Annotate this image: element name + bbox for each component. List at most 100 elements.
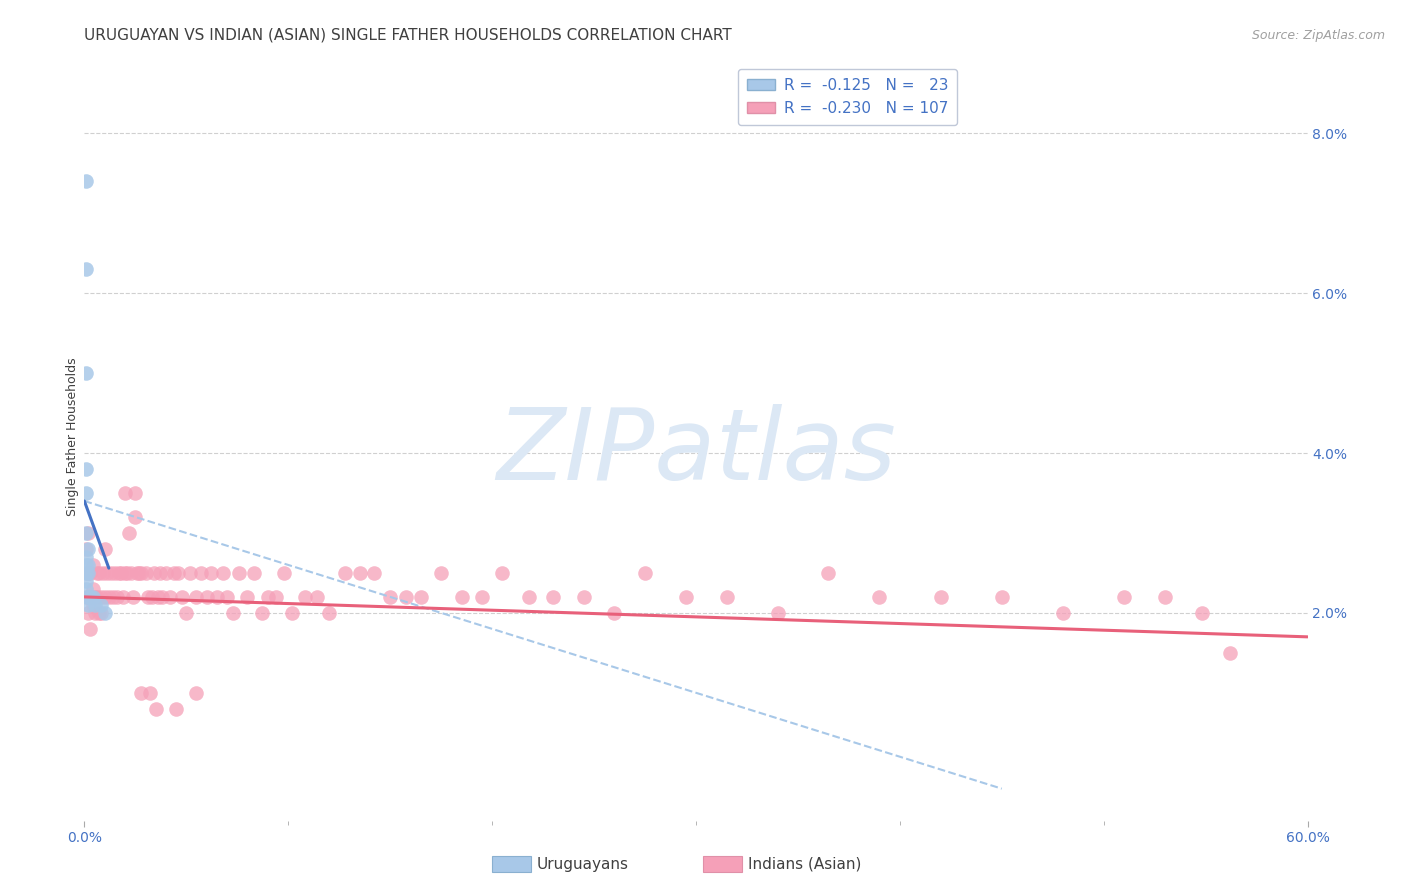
Point [83,598,105,612]
Point [141,590,163,604]
Point [869,590,891,604]
Point [363,566,385,580]
Point [273,566,295,580]
Point [82,582,104,596]
Point [86,590,108,604]
Point [77,590,100,604]
Point [101,590,124,604]
Point [75,549,97,564]
Point [335,566,357,580]
Point [305,590,328,604]
Point [146,590,169,604]
Point [195,590,218,604]
Point [87,566,110,580]
Point [817,566,839,580]
Point [75,366,97,380]
Point [131,686,153,700]
Point [179,566,201,580]
Text: Source: ZipAtlas.com: Source: ZipAtlas.com [1251,29,1385,42]
Point [97,590,120,604]
Point [159,590,181,604]
Point [142,566,165,580]
Point [114,486,136,500]
Point [991,590,1014,604]
Point [77,566,100,580]
Point [90,606,112,620]
Point [349,566,371,580]
Point [79,566,101,580]
Point [118,526,141,541]
Point [75,526,97,541]
Point [380,590,402,604]
Point [150,590,173,604]
Point [79,590,101,604]
Point [96,566,118,580]
Point [491,566,513,580]
Point [128,566,150,580]
Text: Uruguayans: Uruguayans [537,857,628,871]
Point [104,566,127,580]
Point [294,590,316,604]
Point [115,566,138,580]
Point [90,590,112,604]
Point [236,590,259,604]
Point [1052,606,1074,620]
Point [75,486,97,500]
Point [155,566,177,580]
Point [517,590,540,604]
Point [603,606,626,620]
Point [75,558,97,572]
Legend: R =  -0.125   N =   23, R =  -0.230   N = 107: R = -0.125 N = 23, R = -0.230 N = 107 [738,69,957,125]
Text: ZIPatlas: ZIPatlas [496,404,896,501]
Point [200,566,222,580]
Point [257,590,280,604]
Point [122,590,145,604]
Point [90,598,112,612]
Point [77,606,100,620]
Point [716,590,738,604]
Point [77,541,100,556]
Point [634,566,657,580]
Point [205,590,228,604]
Point [75,262,97,277]
Point [124,510,146,524]
Point [281,606,304,620]
Point [212,566,235,580]
Point [395,590,418,604]
Point [190,566,212,580]
Point [222,606,245,620]
Y-axis label: Single Father Households: Single Father Households [66,358,79,516]
Point [450,590,472,604]
Point [136,590,159,604]
Point [87,606,110,620]
Point [131,566,153,580]
Point [79,590,101,604]
Point [1191,606,1213,620]
Point [93,541,115,556]
Point [75,582,97,596]
Point [409,590,432,604]
Point [149,566,172,580]
Point [114,566,136,580]
Point [75,590,97,604]
Point [1154,590,1177,604]
Point [430,566,453,580]
Point [108,566,131,580]
Point [82,598,104,612]
Point [1219,646,1241,660]
Point [86,566,108,580]
Point [163,566,186,580]
Point [250,606,273,620]
Point [766,606,789,620]
Point [75,174,97,188]
Point [105,590,128,604]
Point [75,541,97,556]
Point [100,566,122,580]
Point [1114,590,1136,604]
Point [75,462,97,476]
Point [167,566,190,580]
Point [77,526,100,541]
Point [217,590,239,604]
Point [186,590,208,604]
Point [120,566,142,580]
